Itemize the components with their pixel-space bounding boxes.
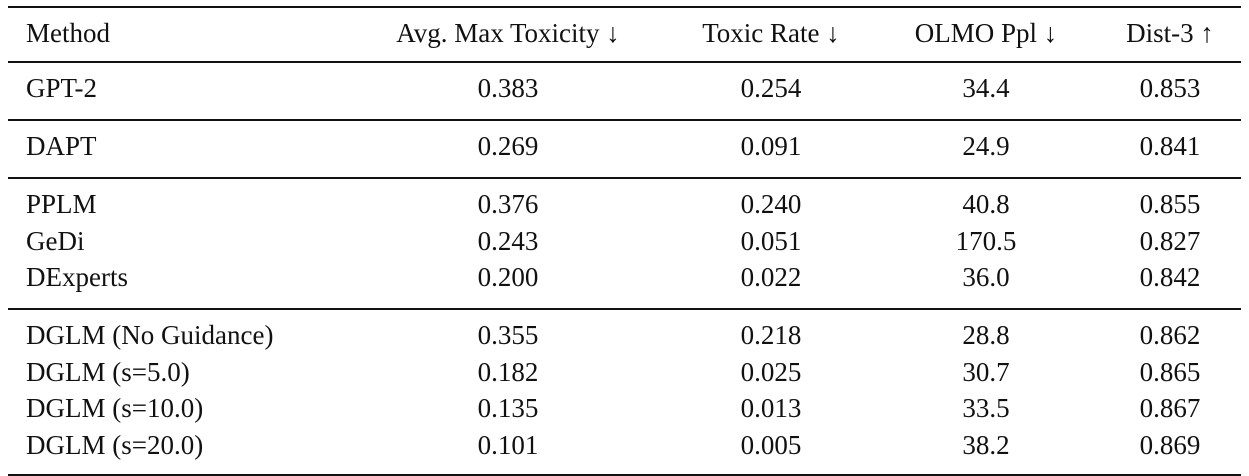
value-cell: 0.254 [740,73,802,103]
header-cell: OLMO Ppl ↓ [914,18,1058,48]
value-cell: 38.2 [962,429,1010,460]
header-cell: Method [26,18,110,48]
value-cell: 0.200 [477,262,539,292]
value-cell: 0.218 [740,320,802,350]
table-rule [8,119,1241,121]
method-cell: DExperts [26,262,128,292]
value-cell: 0.240 [740,189,802,219]
value-cell: 33.5 [962,393,1010,423]
method-cell: GPT-2 [26,73,98,103]
value-cell: 0.827 [1139,225,1201,256]
header-cell: Dist-3 ↑ [1126,18,1214,48]
value-cell: 40.8 [962,189,1010,219]
value-cell: 0.022 [740,262,802,292]
method-cell: DGLM (No Guidance) [26,320,274,350]
value-cell: 170.5 [955,225,1017,256]
method-cell: DGLM (s=10.0) [26,393,204,423]
value-cell: 0.865 [1139,356,1201,387]
table-rule [8,177,1241,179]
value-cell: 0.269 [477,131,539,161]
value-cell: 28.8 [962,320,1010,350]
value-cell: 0.182 [477,356,539,387]
value-cell: 30.7 [962,356,1010,387]
value-cell: 0.355 [477,320,539,350]
header-cell: Avg. Max Toxicity ↓ [396,18,620,48]
value-cell: 0.853 [1139,73,1201,103]
value-cell: 36.0 [962,262,1010,292]
header-cell: Toxic Rate ↓ [702,18,840,48]
method-cell: DAPT [26,131,97,161]
value-cell: 0.842 [1139,262,1201,292]
value-cell: 0.025 [740,356,802,387]
value-cell: 0.013 [740,393,802,423]
value-cell: 0.841 [1139,131,1201,161]
method-cell: PPLM [26,189,97,219]
method-cell: GeDi [26,225,85,256]
value-cell: 24.9 [962,131,1010,161]
method-cell: DGLM (s=5.0) [26,356,190,387]
table-rule [8,6,1241,8]
value-cell: 0.862 [1139,320,1201,350]
method-cell: DGLM (s=20.0) [26,429,204,460]
value-cell: 0.135 [477,393,539,423]
value-cell: 0.051 [740,225,802,256]
value-cell: 0.869 [1139,429,1201,460]
value-cell: 0.243 [477,225,539,256]
value-cell: 0.091 [740,131,802,161]
table-rule [8,473,1241,476]
table-rule [8,61,1241,63]
value-cell: 0.855 [1139,189,1201,219]
value-cell: 0.101 [477,429,539,460]
table-rule [8,308,1241,310]
value-cell: 0.005 [740,429,802,460]
value-cell: 0.376 [477,189,539,219]
value-cell: 0.867 [1139,393,1201,423]
value-cell: 0.383 [477,73,539,103]
value-cell: 34.4 [962,73,1010,103]
